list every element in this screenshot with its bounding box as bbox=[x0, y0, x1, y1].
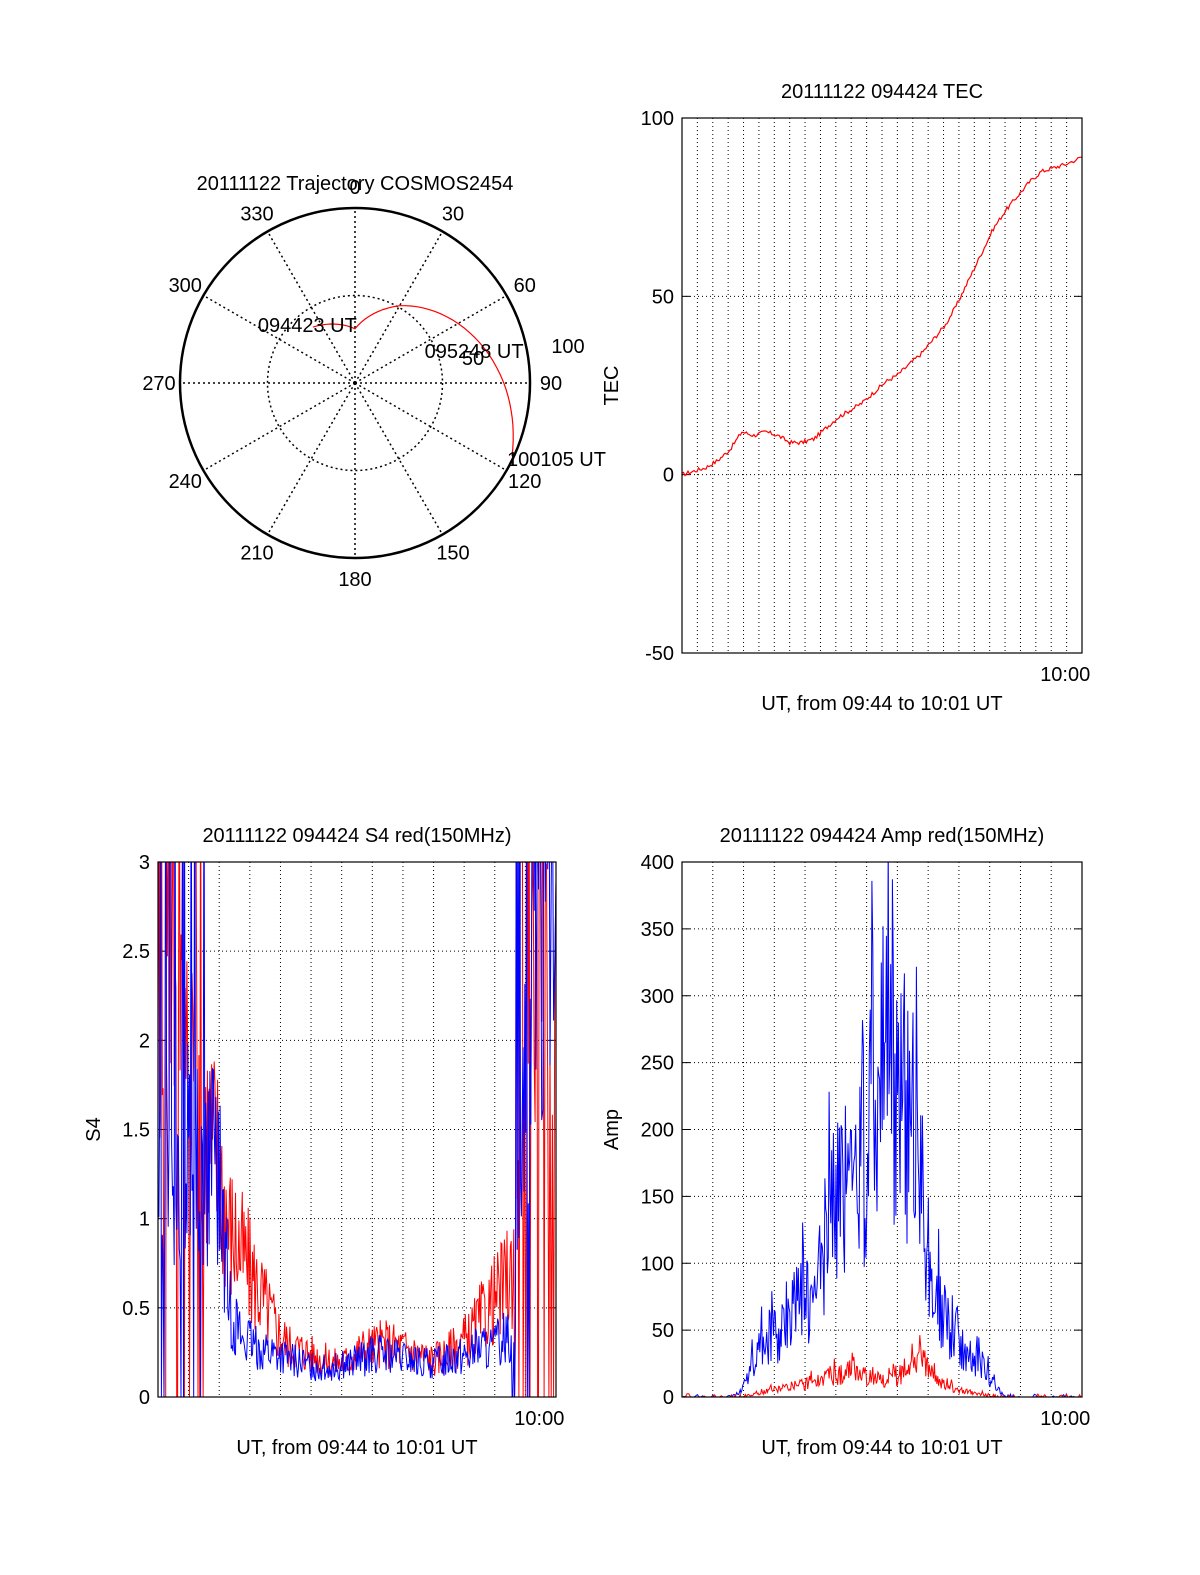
polar-angle-labels: 0 30 60 90 120 150 180 210 240 270 300 330 50 100 bbox=[142, 177, 584, 591]
y-tick-label: 2.5 bbox=[122, 941, 150, 963]
polar-spoke bbox=[266, 382, 356, 535]
x-axis-label: UT, from 09:44 to 10:01 UT bbox=[236, 1437, 477, 1459]
plot-frame bbox=[681, 117, 1083, 654]
tec-chart: 20111122 094424 TEC -50 0 50 100 10:00 UT, fro… bbox=[601, 81, 1090, 715]
series-line-blue bbox=[158, 862, 556, 1397]
plot-frame bbox=[681, 861, 1083, 1398]
x-axis-label: UT, from 09:44 to 10:01 UT bbox=[761, 693, 1002, 715]
y-tick-label: 2 bbox=[139, 1030, 150, 1052]
y-tick-label: -50 bbox=[645, 643, 674, 665]
x-tick-label: 10:00 bbox=[514, 1408, 564, 1430]
polar-spoke bbox=[354, 382, 444, 535]
polar-spoke bbox=[354, 382, 507, 472]
polar-grid bbox=[178, 206, 532, 560]
y-tick-label: 3 bbox=[139, 852, 150, 874]
y-tick-label: 400 bbox=[641, 852, 674, 874]
y-tick-label: 50 bbox=[652, 286, 674, 308]
x-tick-label: 10:00 bbox=[1040, 1408, 1090, 1430]
polar-inner-circle bbox=[266, 294, 444, 472]
y-tick-label: 0 bbox=[663, 1387, 674, 1409]
x-tick-label: 10:00 bbox=[1040, 664, 1090, 686]
polar-angle-label: 180 bbox=[338, 569, 371, 591]
y-tick-label: 50 bbox=[652, 1320, 674, 1342]
polar-spoke bbox=[203, 382, 356, 472]
series-line-red bbox=[158, 862, 556, 1397]
s4-chart: 20111122 094424 S4 red(150MHz) 0 0.5 1 1.5 2 2… bbox=[83, 825, 564, 1459]
plot-frame bbox=[157, 861, 557, 1398]
polar-angle-label: 240 bbox=[169, 471, 202, 493]
polar-angle-label: 330 bbox=[240, 203, 273, 225]
y-tick-label: 250 bbox=[641, 1053, 674, 1075]
y-tick-label: 200 bbox=[641, 1120, 674, 1142]
polar-time-annotation: 100105 UT bbox=[507, 449, 606, 471]
y-tick-label: 0 bbox=[663, 465, 674, 487]
polar-radial-label: 50 bbox=[462, 348, 484, 370]
polar-angle-label: 210 bbox=[240, 543, 273, 565]
polar-angle-label: 30 bbox=[442, 203, 464, 225]
polar-title: 20111122 Trajectory COSMOS2454 bbox=[197, 173, 514, 195]
y-tick-label: 1.5 bbox=[122, 1120, 150, 1142]
polar-angle-label: 0 bbox=[349, 177, 360, 199]
polar-spoke bbox=[354, 231, 444, 384]
y-axis-label: S4 bbox=[83, 1117, 105, 1141]
y-axis-label: Amp bbox=[601, 1109, 623, 1150]
polar-angle-label: 300 bbox=[169, 275, 202, 297]
polar-angle-label: 120 bbox=[508, 471, 541, 493]
polar-spoke bbox=[203, 294, 356, 384]
series-line-blue bbox=[682, 862, 1082, 1397]
y-tick-label: 0.5 bbox=[122, 1298, 150, 1320]
y-tick-label: 100 bbox=[641, 1253, 674, 1275]
y-tick-label: 350 bbox=[641, 919, 674, 941]
polar-series bbox=[312, 305, 514, 457]
chart-title: 20111122 094424 Amp red(150MHz) bbox=[720, 825, 1045, 847]
polar-angle-label: 90 bbox=[540, 373, 562, 395]
polar-time-annotation: 094423 UT bbox=[258, 315, 357, 337]
polar-trajectory-line bbox=[312, 305, 514, 457]
polar-time-annotation: 095248 UT bbox=[425, 341, 524, 363]
polar-outer-circle bbox=[178, 206, 532, 560]
polar-trajectory-chart: 20111122 Trajectory COSMOS2454 0 30 60 90 12… bbox=[142, 173, 606, 591]
y-axis-label: TEC bbox=[601, 366, 623, 406]
y-tick-label: 150 bbox=[641, 1186, 674, 1208]
polar-annotations: 094423 UT 095248 UT 100105 UT bbox=[258, 315, 606, 471]
polar-radial-label: 100 bbox=[551, 336, 584, 358]
chart-title: 20111122 094424 TEC bbox=[781, 81, 983, 103]
x-axis-label: UT, from 09:44 to 10:01 UT bbox=[761, 1437, 1002, 1459]
chart-title: 20111122 094424 S4 red(150MHz) bbox=[202, 825, 511, 847]
polar-spoke bbox=[354, 294, 507, 384]
polar-angle-label: 150 bbox=[436, 543, 469, 565]
polar-angle-label: 270 bbox=[142, 373, 175, 395]
series-line-red bbox=[682, 1335, 1082, 1397]
polar-spoke bbox=[266, 231, 356, 384]
series-line-red bbox=[682, 156, 1082, 477]
y-tick-label: 300 bbox=[641, 986, 674, 1008]
amp-chart: 20111122 094424 Amp red(150MHz) 0 50 100 150… bbox=[601, 825, 1090, 1459]
polar-angle-label: 60 bbox=[514, 275, 536, 297]
y-tick-label: 1 bbox=[139, 1209, 150, 1231]
y-tick-label: 0 bbox=[139, 1387, 150, 1409]
y-tick-label: 100 bbox=[641, 108, 674, 130]
